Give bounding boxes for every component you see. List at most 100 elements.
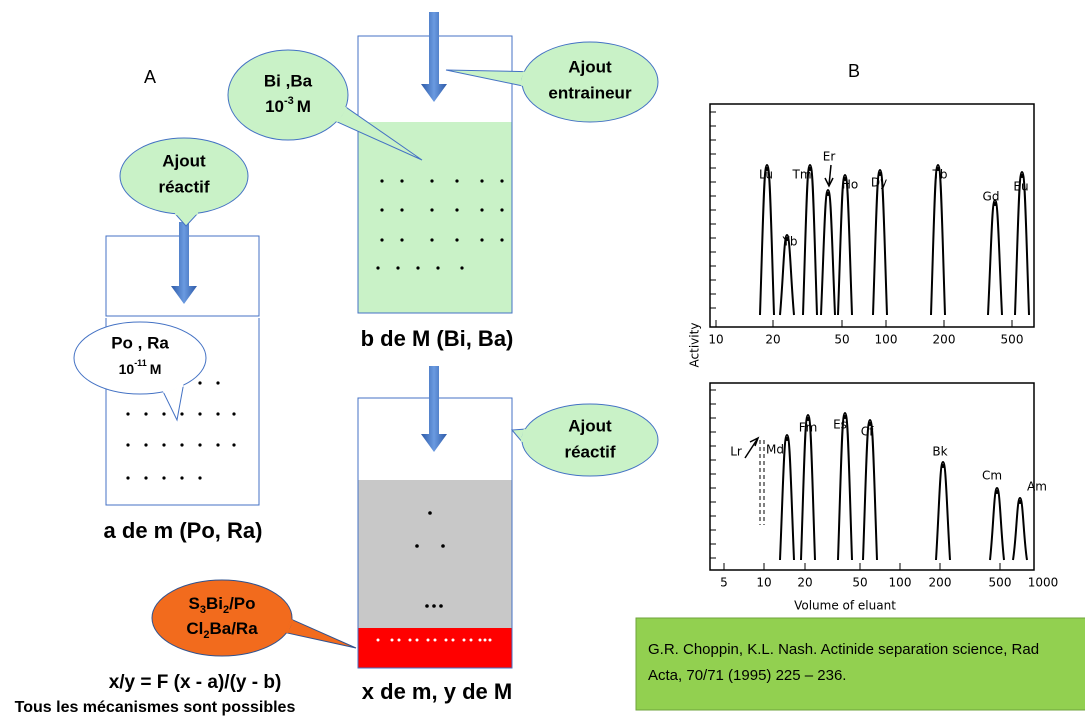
dot bbox=[434, 639, 437, 642]
peak bbox=[838, 175, 852, 315]
x-tick-label: 5 bbox=[720, 576, 728, 590]
x-tick-label: 500 bbox=[1001, 333, 1024, 347]
dot bbox=[396, 266, 399, 269]
peak bbox=[801, 415, 815, 560]
peak-label: Er bbox=[823, 150, 836, 164]
dot bbox=[455, 238, 458, 241]
dot bbox=[430, 238, 433, 241]
peak bbox=[838, 413, 852, 560]
caption: a de m (Po, Ra) bbox=[104, 518, 263, 543]
formula-text: Cl2Ba/Ra bbox=[186, 619, 258, 640]
peak bbox=[821, 190, 835, 315]
callout-seam bbox=[175, 213, 198, 214]
callout bbox=[522, 404, 658, 476]
peak-label: Tb bbox=[932, 168, 948, 182]
peak-label: Ho bbox=[842, 178, 858, 192]
callout bbox=[522, 42, 658, 122]
dot bbox=[216, 381, 219, 384]
dot bbox=[427, 639, 430, 642]
x-tick-label: 100 bbox=[875, 333, 898, 347]
dot bbox=[439, 604, 443, 608]
peak-label: Am bbox=[1027, 480, 1047, 494]
dot bbox=[198, 381, 201, 384]
x-tick-label: 100 bbox=[889, 576, 912, 590]
dot bbox=[479, 639, 482, 642]
f: Ba/Ra bbox=[209, 619, 258, 638]
conc-exp: -3 bbox=[284, 95, 294, 107]
slide: LuYbTmErHoDyTbGdEuLrMdFmEsCfBkCmAm102050… bbox=[0, 0, 1085, 718]
dot bbox=[144, 412, 147, 415]
dot bbox=[409, 639, 412, 642]
callout-text: Bi ,Ba bbox=[264, 71, 313, 90]
pointer bbox=[825, 165, 833, 186]
peak bbox=[803, 165, 817, 315]
dot bbox=[162, 412, 165, 415]
conc: 10 bbox=[119, 361, 135, 377]
dot bbox=[180, 412, 183, 415]
citation: G.R. Choppin, K.L. Nash. Actinide separa… bbox=[648, 641, 1039, 658]
peak bbox=[936, 462, 950, 560]
dot bbox=[500, 208, 503, 211]
dot bbox=[436, 266, 439, 269]
x-tick-label: 20 bbox=[797, 576, 812, 590]
arrow bbox=[421, 366, 447, 452]
peak-point bbox=[1020, 174, 1024, 178]
dot bbox=[470, 639, 473, 642]
f: /Po bbox=[229, 594, 255, 613]
dot bbox=[162, 476, 165, 479]
callout-text: Ajout bbox=[568, 57, 612, 76]
callout-seam bbox=[522, 72, 524, 86]
conc: 10 bbox=[265, 97, 284, 116]
x-tick-label: 200 bbox=[929, 576, 952, 590]
peak bbox=[990, 488, 1004, 560]
axis-label: Activity bbox=[688, 323, 702, 368]
conc-unit: M bbox=[297, 97, 311, 116]
callout-tail bbox=[446, 70, 524, 86]
peak-label: Eu bbox=[1013, 180, 1028, 194]
conc-unit: M bbox=[150, 361, 162, 377]
dot bbox=[500, 179, 503, 182]
peak-label: Cf bbox=[861, 425, 874, 439]
dot bbox=[380, 179, 383, 182]
dot bbox=[400, 179, 403, 182]
dot bbox=[480, 179, 483, 182]
peak-label: Cm bbox=[982, 469, 1002, 483]
dot bbox=[216, 412, 219, 415]
caption: b de M (Bi, Ba) bbox=[361, 326, 514, 351]
peak-label: Gd bbox=[983, 190, 1000, 204]
dot bbox=[500, 238, 503, 241]
peak bbox=[988, 200, 1002, 315]
dot bbox=[463, 639, 466, 642]
dot bbox=[416, 266, 419, 269]
peak bbox=[863, 420, 877, 560]
f: Cl bbox=[186, 619, 203, 638]
formula-text: S3Bi2/Po bbox=[188, 594, 255, 615]
precipitate bbox=[358, 628, 512, 668]
peak-label: Dy bbox=[871, 176, 887, 190]
dot bbox=[180, 443, 183, 446]
callout-tail bbox=[286, 620, 356, 648]
dot bbox=[144, 476, 147, 479]
peak-point bbox=[826, 192, 830, 196]
dot bbox=[430, 208, 433, 211]
peak bbox=[931, 165, 945, 315]
panel-label: A bbox=[144, 67, 156, 87]
arrow bbox=[171, 222, 197, 304]
peak-label: Lu bbox=[759, 168, 773, 182]
peak-label: Yb bbox=[782, 235, 798, 249]
peak-label: Bk bbox=[932, 445, 947, 459]
arrow bbox=[421, 12, 447, 102]
dot bbox=[455, 208, 458, 211]
x-tick-label: 50 bbox=[834, 333, 849, 347]
dot bbox=[400, 238, 403, 241]
axis-label: Volume of eluant bbox=[794, 599, 896, 613]
peak-point bbox=[785, 437, 789, 441]
x-tick-label: 200 bbox=[933, 333, 956, 347]
caption: x de m, y de M bbox=[362, 679, 512, 704]
dot bbox=[376, 266, 379, 269]
dot bbox=[216, 443, 219, 446]
dot bbox=[441, 544, 445, 548]
liquid bbox=[358, 122, 512, 313]
dot bbox=[484, 639, 487, 642]
plot-frame bbox=[710, 104, 1034, 327]
